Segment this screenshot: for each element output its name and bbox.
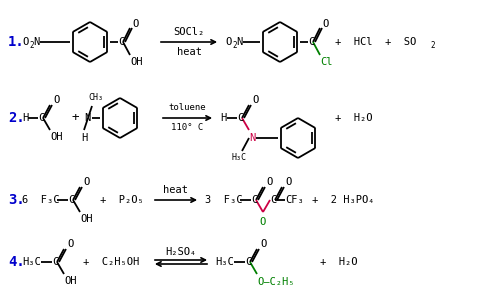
Text: H: H (220, 113, 226, 123)
Text: N: N (33, 37, 39, 47)
Text: 2: 2 (232, 41, 237, 49)
Text: O: O (252, 95, 258, 105)
Text: 2: 2 (430, 41, 435, 49)
Text: CF₃: CF₃ (285, 195, 304, 205)
Text: N: N (236, 37, 242, 47)
Text: 1.: 1. (8, 35, 25, 49)
Text: heat: heat (164, 185, 188, 195)
Text: OH: OH (64, 276, 76, 286)
Text: H₂SO₄: H₂SO₄ (165, 247, 197, 257)
Text: 3.: 3. (8, 193, 25, 207)
Text: OH: OH (130, 57, 142, 67)
Text: O: O (285, 177, 291, 187)
Text: O–C₂H₅: O–C₂H₅ (257, 277, 294, 287)
Text: 110° C: 110° C (171, 123, 203, 133)
Text: O: O (260, 239, 266, 249)
Text: O: O (260, 217, 266, 227)
Text: H₃C: H₃C (232, 153, 247, 162)
Text: C: C (38, 113, 44, 123)
Text: C: C (245, 257, 251, 267)
Text: +  H₂O: + H₂O (320, 257, 357, 267)
Text: H: H (81, 133, 87, 143)
Text: +: + (72, 111, 79, 125)
Text: C: C (308, 37, 314, 47)
Text: O: O (83, 177, 89, 187)
Text: N: N (84, 113, 90, 123)
Text: H₃C: H₃C (22, 257, 41, 267)
Text: O: O (53, 95, 59, 105)
Text: SOCl₂: SOCl₂ (174, 27, 205, 37)
Text: heat: heat (176, 47, 202, 57)
Text: O: O (225, 37, 231, 47)
Text: OH: OH (80, 214, 93, 224)
Text: O: O (322, 19, 328, 29)
Text: +  2 H₃PO₄: + 2 H₃PO₄ (312, 195, 375, 205)
Text: N: N (249, 133, 255, 143)
Text: O: O (22, 37, 28, 47)
Text: H₃C: H₃C (215, 257, 234, 267)
Text: O: O (67, 239, 73, 249)
Text: +  H₂O: + H₂O (335, 113, 373, 123)
Text: +  C₂H₅OH: + C₂H₅OH (83, 257, 139, 267)
Text: C: C (68, 195, 74, 205)
Text: toluene: toluene (168, 103, 206, 113)
Text: 2.: 2. (8, 111, 25, 125)
Text: 3  F₃C: 3 F₃C (205, 195, 243, 205)
Text: Cl: Cl (320, 57, 332, 67)
Text: H: H (22, 113, 28, 123)
Text: C: C (118, 37, 124, 47)
Text: C: C (270, 195, 276, 205)
Text: C: C (251, 195, 257, 205)
Text: O: O (266, 177, 272, 187)
Text: 2: 2 (29, 41, 34, 49)
Text: +  HCl  +  SO: + HCl + SO (335, 37, 416, 47)
Text: C: C (52, 257, 58, 267)
Text: OH: OH (50, 132, 63, 142)
Text: 6  F₃C: 6 F₃C (22, 195, 60, 205)
Text: +  P₂O₅: + P₂O₅ (100, 195, 144, 205)
Text: 4.: 4. (8, 255, 25, 269)
Text: O: O (132, 19, 138, 29)
Text: CH₃: CH₃ (88, 94, 103, 103)
Text: C: C (237, 113, 243, 123)
